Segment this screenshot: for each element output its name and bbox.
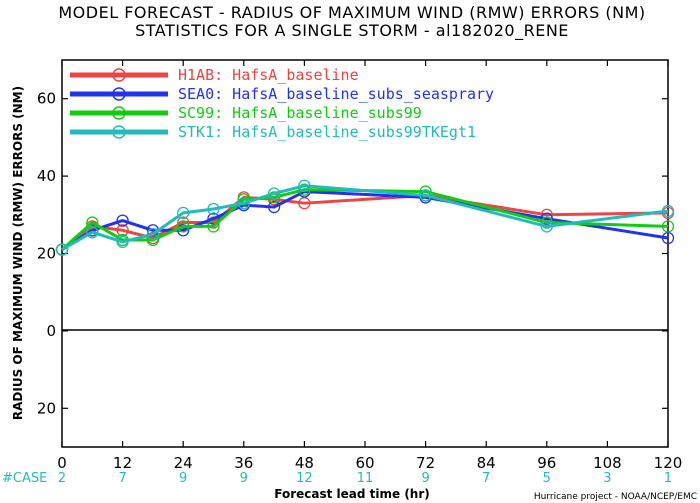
case-label: #CASE <box>2 471 47 486</box>
data-point <box>267 187 281 200</box>
x-tick-label: 120 <box>654 454 683 472</box>
case-count: 9 <box>421 471 429 486</box>
data-point <box>267 191 281 204</box>
x-tick-label: 72 <box>416 454 435 472</box>
x-tick-label: 12 <box>113 454 132 472</box>
data-point <box>207 202 220 216</box>
case-count: 9 <box>179 471 187 486</box>
data-point <box>298 183 311 196</box>
case-count: 5 <box>543 471 551 486</box>
data-point <box>237 197 250 210</box>
legend-entry: SC99: HafsA_baseline_subs99 <box>178 104 422 122</box>
x-tick-label: 84 <box>477 454 496 472</box>
data-point <box>86 216 99 229</box>
legend-swatch-marker <box>112 68 126 82</box>
data-point <box>116 214 129 227</box>
x-tick-label: 108 <box>593 454 622 472</box>
x-axis-label: Forecast lead time (hr) <box>274 487 430 501</box>
case-count: 1 <box>664 471 672 486</box>
case-count: 2 <box>58 471 66 486</box>
y-tick-label: 20 <box>37 245 56 263</box>
data-point <box>298 179 311 192</box>
x-tick-label: 48 <box>295 454 314 472</box>
x-tick-label: 36 <box>234 454 253 472</box>
case-count: 3 <box>603 471 611 486</box>
x-tick-label: 96 <box>537 454 556 472</box>
legend-swatch-marker <box>112 125 126 139</box>
credit-text: Hurricane project - NOAA/NCEP/EMC <box>534 492 697 502</box>
data-point <box>419 189 432 202</box>
legend-entry: STK1: HafsA_baseline_subs99TKEgt1 <box>178 123 476 141</box>
legend-swatch-marker <box>112 87 126 101</box>
case-count: 9 <box>240 471 248 486</box>
x-axis-ticks: 0 12 24 36 48 60 72 84 96 108 120 <box>57 60 682 472</box>
y-tick-label: 40 <box>37 167 56 185</box>
data-point <box>177 220 190 233</box>
data-point <box>86 226 99 239</box>
data-point <box>661 220 675 233</box>
y-tick-label: 20 <box>37 399 56 417</box>
data-point <box>267 200 281 214</box>
y-axis-label: RADIUS OF MAXIMUM WIND (RMW) ERRORS (NM) <box>11 86 25 420</box>
legend-entry: H1AB: HafsA_baseline <box>178 66 359 84</box>
data-point <box>540 220 553 233</box>
case-count: 12 <box>296 471 313 486</box>
series-layer <box>55 179 675 256</box>
data-point <box>207 212 220 225</box>
y-tick-label: 60 <box>37 90 56 108</box>
data-point <box>540 212 553 225</box>
data-point <box>177 206 190 220</box>
legend-entry: SEA0: HafsA_baseline_subs_seasprary <box>178 85 494 103</box>
case-count: 11 <box>357 471 374 486</box>
data-point <box>237 193 250 206</box>
data-point <box>661 204 675 218</box>
case-counts: 2 7 9 9 12 11 9 7 5 3 1 <box>58 471 672 486</box>
legend-swatch-marker <box>112 106 126 120</box>
case-count: 7 <box>118 471 126 486</box>
data-point <box>207 220 220 233</box>
chart-title: MODEL FORECAST - RADIUS OF MAXIMUM WIND … <box>58 3 645 22</box>
data-point <box>116 235 129 249</box>
x-tick-label: 60 <box>355 454 374 472</box>
y-axis-ticks: 20 0 20 40 60 <box>37 90 668 417</box>
case-count: 7 <box>482 471 490 486</box>
data-point <box>146 227 160 241</box>
y-tick-label: 0 <box>46 322 56 340</box>
data-point <box>419 185 432 198</box>
data-point <box>540 216 553 229</box>
x-tick-label: 24 <box>174 454 193 472</box>
data-point <box>55 243 69 256</box>
chart-subtitle: STATISTICS FOR A SINGLE STORM - al182020… <box>135 21 569 41</box>
x-tick-label: 0 <box>57 454 67 472</box>
